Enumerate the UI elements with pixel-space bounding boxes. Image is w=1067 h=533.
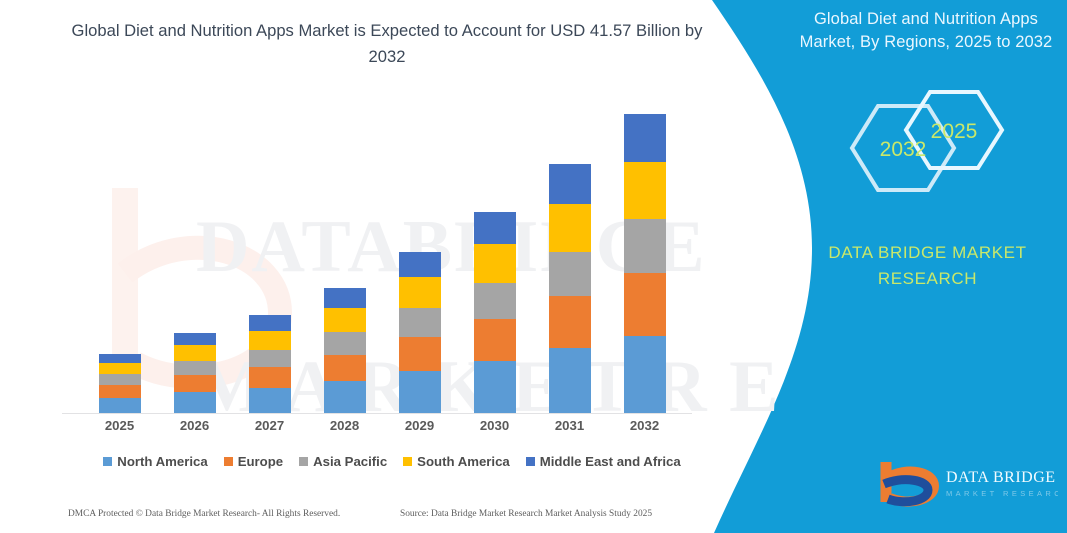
bar-segment[interactable] bbox=[548, 164, 591, 204]
bar-segment[interactable] bbox=[398, 336, 441, 371]
bar-segment[interactable] bbox=[98, 374, 141, 385]
bar-segment[interactable] bbox=[248, 315, 291, 331]
bar-column-2029[interactable] bbox=[398, 251, 441, 413]
bar-segment[interactable] bbox=[623, 272, 666, 336]
legend-label: South America bbox=[417, 454, 510, 469]
bar-segment[interactable] bbox=[398, 370, 441, 413]
legend-item[interactable]: Middle East and Africa bbox=[525, 454, 681, 469]
data-bridge-logo: DATA BRIDGE MARKET RESEARCH bbox=[878, 458, 1058, 510]
bar-segment[interactable] bbox=[473, 282, 516, 319]
bar-column-2026[interactable] bbox=[173, 332, 216, 413]
bar-segment[interactable] bbox=[173, 332, 216, 346]
panel-title-line-2: Market, By Regions, 2025 to 2032 bbox=[799, 33, 1053, 51]
x-axis-labels: 2025 2026 2027 2028 2029 2030 2031 2032 bbox=[82, 418, 682, 444]
hexagon-2032-label: 2032 bbox=[880, 138, 927, 161]
legend-item[interactable]: Asia Pacific bbox=[299, 454, 387, 469]
legend-label: Asia Pacific bbox=[313, 454, 388, 469]
panel-title-line-1: Global Diet and Nutrition Apps bbox=[813, 10, 1039, 28]
legend-label: North America bbox=[117, 454, 208, 469]
bar-segment[interactable] bbox=[398, 308, 441, 337]
chart-legend: North America Europe Asia Pacific South Ame… bbox=[92, 454, 692, 469]
footer-source: Source: Data Bridge Market Research Mark… bbox=[400, 509, 653, 519]
bar-segment[interactable] bbox=[548, 203, 591, 252]
bar-column-2025[interactable] bbox=[98, 353, 141, 413]
bar-segment[interactable] bbox=[473, 212, 516, 244]
x-axis-label-2028: 2028 bbox=[329, 418, 360, 433]
bar-segment[interactable] bbox=[398, 277, 441, 309]
bar-segment[interactable] bbox=[173, 360, 216, 375]
legend-item[interactable]: South America bbox=[403, 454, 510, 469]
legend-swatch-icon bbox=[525, 457, 535, 466]
bar-segment[interactable] bbox=[248, 387, 291, 413]
bar-segment[interactable] bbox=[623, 335, 666, 413]
x-axis-label-2025: 2025 bbox=[104, 418, 135, 433]
chart-area: 2025 2026 2027 2028 2029 2030 2031 2032 North A… bbox=[62, 96, 702, 516]
logo-wordmark: DATA BRIDGE bbox=[946, 469, 1056, 486]
bar-segment[interactable] bbox=[173, 391, 216, 413]
legend-swatch-icon bbox=[103, 457, 113, 466]
x-axis-label-2032: 2032 bbox=[629, 418, 660, 433]
panel-brand-line-2: RESEARCH bbox=[877, 269, 978, 288]
legend-label: Europe bbox=[237, 454, 284, 469]
bar-segment[interactable] bbox=[323, 380, 366, 413]
panel-title: Global Diet and Nutrition Apps Market, B… bbox=[795, 8, 1057, 54]
legend-item[interactable]: Europe bbox=[223, 454, 284, 469]
bar-segment[interactable] bbox=[398, 251, 441, 278]
bars-container bbox=[82, 96, 682, 413]
footer-copyright: DMCA Protected © Data Bridge Market Rese… bbox=[68, 509, 341, 519]
axis-baseline bbox=[62, 413, 692, 414]
bar-segment[interactable] bbox=[323, 308, 366, 333]
bar-column-2032[interactable] bbox=[623, 114, 666, 413]
legend-swatch-icon bbox=[403, 457, 413, 466]
bar-column-2027[interactable] bbox=[248, 315, 291, 413]
bar-segment[interactable] bbox=[473, 243, 516, 283]
x-axis-label-2026: 2026 bbox=[179, 418, 210, 433]
bar-segment[interactable] bbox=[98, 384, 141, 398]
bar-segment[interactable] bbox=[623, 161, 666, 220]
legend-item[interactable]: North America bbox=[103, 454, 208, 469]
bar-segment[interactable] bbox=[548, 251, 591, 297]
bar-segment[interactable] bbox=[323, 332, 366, 355]
bar-segment[interactable] bbox=[323, 354, 366, 381]
bar-segment[interactable] bbox=[548, 348, 591, 413]
legend-swatch-icon bbox=[299, 457, 309, 466]
bar-segment[interactable] bbox=[98, 363, 141, 375]
bar-segment[interactable] bbox=[98, 353, 141, 364]
legend-swatch-icon bbox=[223, 457, 233, 466]
x-axis-label-2029: 2029 bbox=[404, 418, 435, 433]
bar-segment[interactable] bbox=[623, 114, 666, 162]
bar-segment[interactable] bbox=[248, 367, 291, 388]
bar-segment[interactable] bbox=[323, 288, 366, 309]
logo-tagline: MARKET RESEARCH bbox=[946, 489, 1058, 498]
panel-brand-line-1: DATA BRIDGE MARKET bbox=[828, 243, 1027, 262]
legend-label: Middle East and Africa bbox=[539, 454, 681, 469]
bar-segment[interactable] bbox=[548, 296, 591, 349]
x-axis-label-2031: 2031 bbox=[554, 418, 585, 433]
bar-segment[interactable] bbox=[473, 318, 516, 361]
panel-brand-text: DATA BRIDGE MARKET RESEARCH bbox=[800, 240, 1055, 292]
hexagon-badges: 2032 2025 bbox=[820, 88, 1030, 208]
bar-column-2028[interactable] bbox=[323, 288, 366, 413]
bar-segment[interactable] bbox=[623, 219, 666, 273]
page-title: Global Diet and Nutrition Apps Market is… bbox=[71, 21, 703, 66]
x-axis-label-2027: 2027 bbox=[254, 418, 285, 433]
bar-segment[interactable] bbox=[473, 360, 516, 413]
bar-column-2031[interactable] bbox=[548, 164, 591, 413]
bar-segment[interactable] bbox=[173, 345, 216, 361]
bar-segment[interactable] bbox=[98, 397, 141, 413]
bar-segment[interactable] bbox=[248, 330, 291, 350]
hexagon-2025-label: 2025 bbox=[931, 120, 978, 143]
x-axis-label-2030: 2030 bbox=[479, 418, 510, 433]
footer: DMCA Protected © Data Bridge Market Rese… bbox=[0, 505, 712, 533]
bar-segment[interactable] bbox=[248, 349, 291, 368]
bar-segment[interactable] bbox=[173, 374, 216, 392]
bar-column-2030[interactable] bbox=[473, 212, 516, 413]
